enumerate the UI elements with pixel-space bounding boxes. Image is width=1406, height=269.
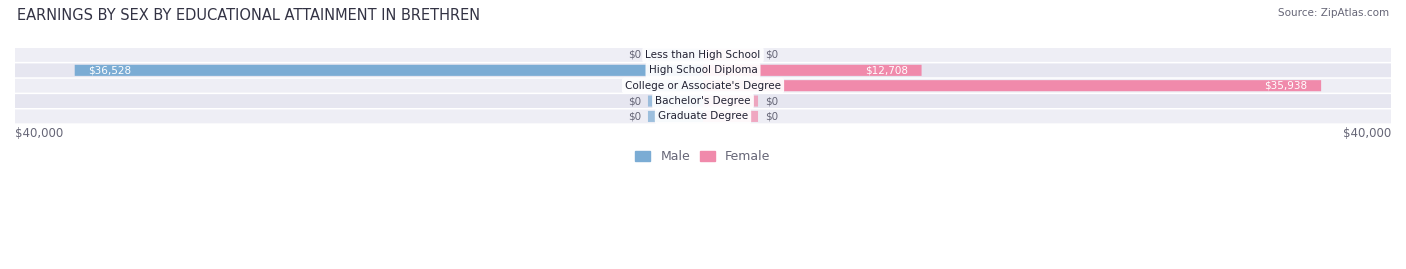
FancyBboxPatch shape bbox=[15, 79, 1391, 93]
Text: $0: $0 bbox=[628, 50, 641, 60]
FancyBboxPatch shape bbox=[648, 80, 703, 91]
FancyBboxPatch shape bbox=[648, 111, 703, 122]
Legend: Male, Female: Male, Female bbox=[630, 145, 776, 168]
FancyBboxPatch shape bbox=[15, 109, 1391, 123]
FancyBboxPatch shape bbox=[703, 49, 758, 61]
Text: $40,000: $40,000 bbox=[1343, 128, 1391, 140]
Text: $36,528: $36,528 bbox=[89, 65, 132, 75]
FancyBboxPatch shape bbox=[75, 65, 703, 76]
Text: $35,938: $35,938 bbox=[1264, 81, 1308, 91]
FancyBboxPatch shape bbox=[15, 48, 1391, 62]
FancyBboxPatch shape bbox=[703, 65, 921, 76]
Text: $0: $0 bbox=[628, 111, 641, 121]
Text: Bachelor's Degree: Bachelor's Degree bbox=[655, 96, 751, 106]
FancyBboxPatch shape bbox=[703, 111, 758, 122]
Text: $0: $0 bbox=[765, 50, 778, 60]
FancyBboxPatch shape bbox=[15, 94, 1391, 108]
Text: $0: $0 bbox=[628, 96, 641, 106]
Text: EARNINGS BY SEX BY EDUCATIONAL ATTAINMENT IN BRETHREN: EARNINGS BY SEX BY EDUCATIONAL ATTAINMEN… bbox=[17, 8, 479, 23]
Text: College or Associate's Degree: College or Associate's Degree bbox=[626, 81, 780, 91]
FancyBboxPatch shape bbox=[703, 95, 758, 107]
FancyBboxPatch shape bbox=[648, 49, 703, 61]
FancyBboxPatch shape bbox=[703, 80, 1322, 91]
Text: $0: $0 bbox=[765, 111, 778, 121]
Text: Less than High School: Less than High School bbox=[645, 50, 761, 60]
Text: $40,000: $40,000 bbox=[15, 128, 63, 140]
Text: $12,708: $12,708 bbox=[865, 65, 908, 75]
FancyBboxPatch shape bbox=[648, 95, 703, 107]
Text: High School Diploma: High School Diploma bbox=[648, 65, 758, 75]
Text: Source: ZipAtlas.com: Source: ZipAtlas.com bbox=[1278, 8, 1389, 18]
Text: $0: $0 bbox=[628, 81, 641, 91]
Text: Graduate Degree: Graduate Degree bbox=[658, 111, 748, 121]
Text: $0: $0 bbox=[765, 96, 778, 106]
FancyBboxPatch shape bbox=[15, 63, 1391, 77]
